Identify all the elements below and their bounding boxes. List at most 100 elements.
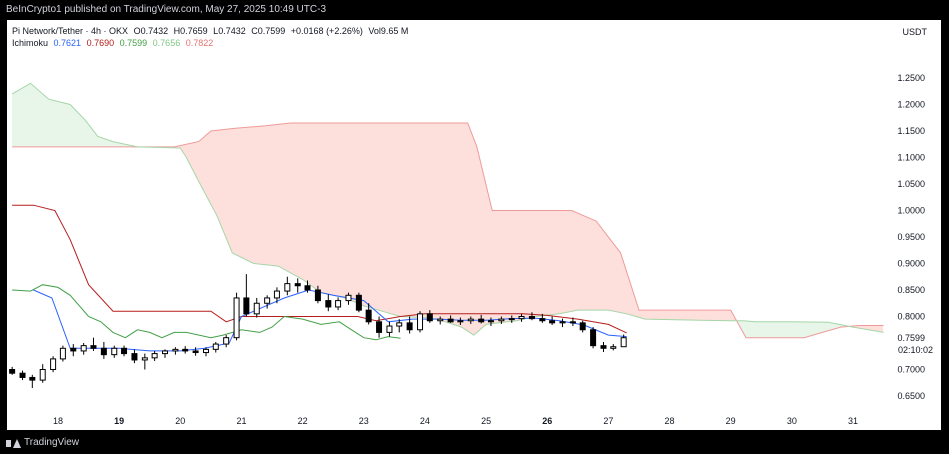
footer-brand: TradingView [6,434,79,452]
candle-body [396,322,403,327]
candle [223,335,230,348]
price-chart[interactable]: 1.2500 1.2000 1.1500 1.1000 1.0500 1.0000 0.95… [7,20,941,430]
candle-body [417,313,424,331]
symbol-name: Pi Network/Tether · 4h · OKX [12,26,129,36]
candle [610,344,617,351]
candle [355,292,362,313]
candle-body [590,329,597,347]
x-tick-label: 27 [603,416,613,426]
candle-body [518,316,525,320]
candle [508,315,515,323]
bearish-cloud-area [138,123,738,335]
candle-body [19,372,26,378]
bullish-cloud-area [737,320,850,338]
x-tick-label: 23 [359,416,369,426]
x-tick-label: 26 [542,416,552,426]
candle [264,295,271,309]
y-tick-label: 0.9000 [897,259,925,269]
candle-body [39,369,46,381]
candle-body [508,318,515,321]
candle [528,312,535,321]
candle-body [131,353,138,361]
candle-body [600,345,607,349]
candle [131,349,138,364]
candle-body [335,300,342,308]
candle [182,346,189,354]
volume-value: 9.65 M [380,26,409,36]
candle [386,321,393,337]
open-value: 0.7432 [140,26,169,36]
candle-body [610,346,617,349]
span-b-line [12,122,884,339]
open-label: O [133,26,141,36]
candle [151,350,158,362]
candle-body [498,318,505,322]
candle-body [192,350,199,354]
candle-body [151,353,158,359]
candle-body [386,325,393,333]
candle [212,341,219,353]
candle-body [437,318,444,322]
publisher-caption: BeInCrypto1 published on TradingView.com… [6,4,326,15]
indicator-name: Ichimoku [12,38,49,48]
candle [426,310,433,323]
candle [620,334,627,348]
candle-body [172,348,179,352]
chikou-line [12,284,401,341]
candle [478,314,485,324]
candle-body [345,294,352,302]
candle-body [223,337,230,345]
change-value: +0.0168 (+2.26%) [290,26,363,36]
candle-body [355,294,362,311]
y-tick-label: 1.1500 [897,126,925,136]
bullish-cloud-area [12,83,139,147]
y-tick-label: 1.0500 [897,179,925,189]
candle [365,303,372,325]
chart-panel[interactable]: 1.2500 1.2000 1.1500 1.1000 1.0500 1.0000 0.95… [7,20,941,430]
candle [406,316,413,334]
candle [569,317,576,327]
candle [39,364,46,383]
candle [202,347,209,357]
candle [396,319,403,333]
candle-body [549,320,556,324]
x-tick-label: 21 [236,416,246,426]
span-a-value: 0.7656 [152,38,181,48]
candle [518,313,525,322]
candle [19,370,26,381]
x-tick-label: 24 [420,416,430,426]
candle-body [376,321,383,333]
x-tick-label: 28 [665,416,675,426]
y-tick-label: 0.8500 [897,285,925,295]
x-tick-label: 20 [175,416,185,426]
candle-body [467,318,474,322]
y-tick-label: 1.2500 [897,73,925,83]
candle [243,274,250,317]
candle-body [9,369,16,374]
candle-body [70,347,77,352]
y-tick-label: 0.8000 [897,312,925,322]
y-tick-label: 0.7000 [897,365,925,375]
x-tick-label: 19 [114,416,124,426]
candle-body [559,321,566,324]
candle [600,341,607,353]
candle-body [284,283,291,292]
x-tick-label: 31 [848,416,858,426]
candle [253,297,260,318]
tradingview-logo-icon [6,438,21,448]
candle [90,337,97,351]
candle-countdown: 02:10:02 [898,345,933,355]
candle [447,315,454,323]
kijun-line [12,204,627,334]
candle [192,347,199,356]
candle [284,276,291,296]
candle [294,278,301,293]
span-b-value: 0.7822 [185,38,214,48]
close-label: C [251,26,258,36]
candle [304,280,311,293]
candle-body [314,289,321,302]
candle [437,316,444,325]
candle-body [50,358,57,370]
candle-body [620,337,627,348]
